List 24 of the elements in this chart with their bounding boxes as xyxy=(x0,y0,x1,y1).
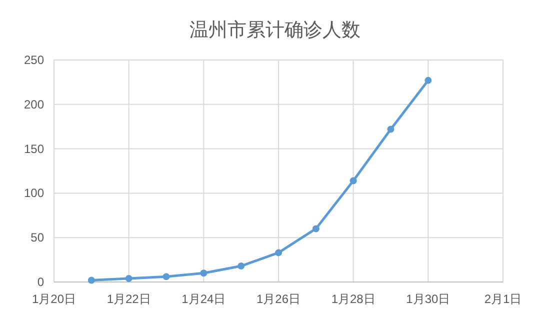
x-tick-label: 1月26日 xyxy=(256,292,301,306)
point xyxy=(200,270,208,277)
point xyxy=(424,76,432,84)
point xyxy=(387,126,394,133)
y-tick-label: 0 xyxy=(37,275,44,289)
y-tick-label: 200 xyxy=(24,97,44,112)
y-tick-label: 150 xyxy=(24,142,44,156)
y-tick-label: 100 xyxy=(24,186,44,200)
x-tick-label: 1月30日 xyxy=(406,292,450,306)
y-tick-label: 50 xyxy=(30,230,44,245)
point xyxy=(162,273,170,280)
x-tick-label: 1月24日 xyxy=(182,292,226,306)
x-tick-label: 2月1日 xyxy=(484,292,522,306)
x-tick-label: 1月28日 xyxy=(331,292,376,306)
point xyxy=(275,249,282,256)
x-tick-label: 1月22日 xyxy=(106,292,151,306)
point xyxy=(88,276,95,284)
chart-title: 温州市累计确诊人数 xyxy=(190,19,360,41)
x-tick-label: 1月20日 xyxy=(32,292,76,306)
point xyxy=(238,262,245,270)
point xyxy=(350,177,357,184)
point xyxy=(125,274,132,282)
point xyxy=(312,225,320,232)
y-tick-label: 250 xyxy=(24,53,44,67)
